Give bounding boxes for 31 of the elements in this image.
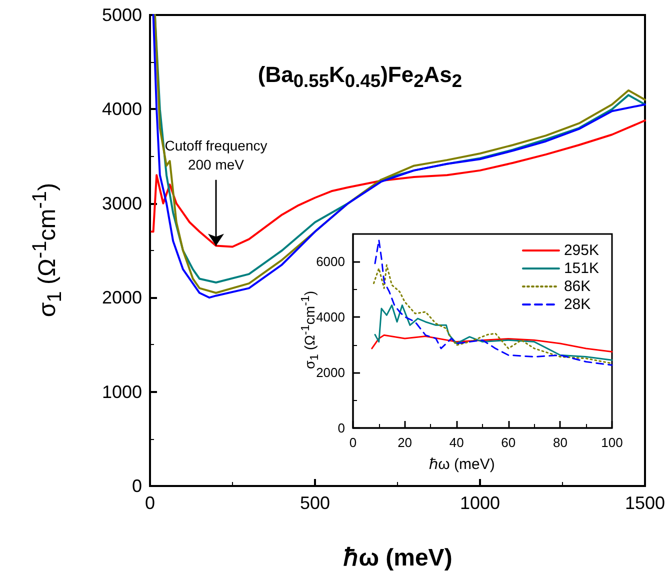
x-axis-title: ℏω (meV) [429,455,495,473]
x-axis-title: ℏω (meV) [344,544,452,572]
legend-label: 295K [564,242,600,259]
y-tick-label: 2000 [102,288,142,308]
y-tick-label: 0 [132,476,142,496]
text: (Ba$_{0.55}$K$_{0.45}$)Fe$_{2}$As$_{2}$ [258,62,462,92]
x-tick-label: 1000 [460,493,500,513]
x-tick-label: 60 [501,435,516,450]
x-tick-label: 40 [449,435,464,450]
x-tick-label: 80 [552,435,568,450]
x-tick-label: 0 [349,435,357,450]
y-tick-label: 0 [338,420,345,436]
y-tick-label: 5000 [102,5,142,25]
line-series [374,239,613,366]
x-tick-label: 100 [601,435,623,450]
y-tick-label: 3000 [102,193,142,214]
x-tick-label: 20 [398,435,412,450]
y-tick-label: 4000 [102,99,142,120]
y-tick-label: 1000 [102,382,142,402]
y-tick-label: 2000 [316,365,345,380]
line-series [371,334,613,353]
y-tick-label: 6000 [316,254,345,270]
annotation: Cutoff frequency 200 meV [164,137,268,172]
x-tick-label: 500 [300,493,330,513]
legend-label: 28K [564,296,591,313]
x-tick-label: 1500 [624,493,666,513]
line-series [372,264,613,364]
legend-label: 86K [564,278,591,295]
y-tick-label: 4000 [316,310,345,325]
legend-label: 151K [564,260,600,277]
x-tick-label: 0 [144,493,156,513]
